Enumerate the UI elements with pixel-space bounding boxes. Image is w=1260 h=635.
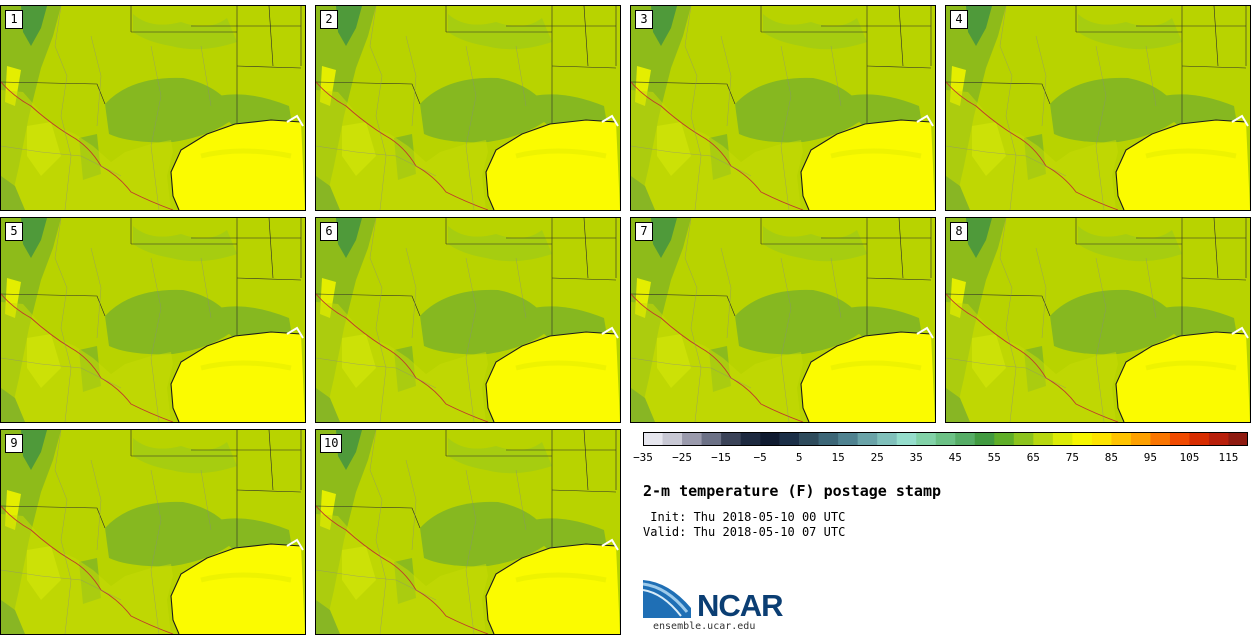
member-stamp-5: 5	[0, 217, 306, 423]
colorbar-tick-label: 115	[1218, 451, 1239, 464]
member-number: 6	[320, 222, 338, 241]
colorbar-tick-label: 105	[1179, 451, 1200, 464]
colorbar-swatch	[643, 432, 663, 446]
colorbar-swatch	[857, 432, 878, 446]
colorbar-swatch	[1052, 432, 1073, 446]
colorbar-swatch	[877, 432, 898, 446]
colorbar-tick-label: 85	[1104, 451, 1118, 464]
colorbar-tick-label: 55	[987, 451, 1001, 464]
temperature-map	[316, 6, 620, 210]
member-number: 5	[5, 222, 23, 241]
ncar-logo-text: NCAR	[697, 588, 784, 623]
colorbar-swatch	[1033, 432, 1054, 446]
colorbar-swatch	[1169, 432, 1190, 446]
colorbar-tick-labels: −35 −25 −15 −5 5 15 25 35 45 55 65 75 85 95 105 115	[630, 451, 1240, 465]
colorbar-tick-label: 95	[1143, 451, 1158, 464]
colorbar-swatch	[682, 432, 702, 446]
temperature-colorbar	[643, 432, 1248, 446]
colorbar-tick-label: 45	[948, 451, 962, 464]
init-time: Init: Thu 2018-05-10 00 UTC	[643, 510, 846, 524]
member-number: 10	[320, 434, 343, 453]
member-stamp-8: 8	[945, 217, 1251, 423]
temperature-map	[946, 218, 1250, 422]
colorbar-swatch	[896, 432, 917, 446]
colorbar-tick-label: −15	[711, 451, 731, 464]
colorbar-swatch	[799, 432, 819, 446]
colorbar-swatch	[721, 432, 741, 446]
member-stamp-2: 2	[315, 5, 621, 211]
colorbar-swatch	[955, 432, 976, 446]
member-stamp-3: 3	[630, 5, 936, 211]
logo-url: ensemble.ucar.edu	[653, 621, 756, 632]
temperature-map	[316, 430, 620, 634]
valid-time: Valid: Thu 2018-05-10 07 UTC	[643, 525, 846, 539]
member-number: 9	[5, 434, 23, 453]
colorbar-swatch	[1189, 432, 1210, 446]
member-stamp-10: 10	[315, 429, 621, 635]
colorbar-swatch	[994, 432, 1015, 446]
member-number: 7	[635, 222, 653, 241]
member-number: 1	[5, 10, 23, 29]
colorbar-tick-label: −5	[753, 451, 767, 464]
colorbar-swatch	[1091, 432, 1112, 446]
colorbar-tick-label: 75	[1065, 451, 1079, 464]
colorbar-swatch	[838, 432, 858, 446]
product-title: 2-m temperature (F) postage stamp	[643, 482, 942, 500]
colorbar-tick-label: 35	[909, 451, 923, 464]
colorbar-swatch	[1150, 432, 1171, 446]
member-number: 4	[950, 10, 968, 29]
colorbar-swatch	[1111, 432, 1132, 446]
colorbar-swatch	[818, 432, 839, 446]
colorbar-swatch	[1228, 432, 1248, 446]
colorbar-swatch	[1208, 432, 1229, 446]
colorbar-tick-label: 15	[831, 451, 845, 464]
member-stamp-6: 6	[315, 217, 621, 423]
colorbar-tick-label: 25	[870, 451, 884, 464]
colorbar-swatch	[740, 432, 761, 446]
colorbar-swatch	[760, 432, 780, 446]
colorbar-swatch	[916, 432, 937, 446]
colorbar-swatch	[779, 432, 800, 446]
member-stamp-4: 4	[945, 5, 1251, 211]
colorbar-swatch	[662, 432, 683, 446]
colorbar-swatch	[1013, 432, 1034, 446]
colorbar-tick-label: −25	[672, 451, 692, 464]
colorbar-outline	[643, 432, 1248, 446]
member-stamp-9: 9	[0, 429, 306, 635]
temperature-map	[1, 6, 305, 210]
member-stamp-7: 7	[630, 217, 936, 423]
member-number: 3	[635, 10, 653, 29]
colorbar-tick-label: −35	[633, 451, 653, 464]
colorbar-swatch	[1072, 432, 1093, 446]
colorbar-swatch	[1130, 432, 1151, 446]
colorbar-swatch	[935, 432, 956, 446]
member-number: 2	[320, 10, 338, 29]
temperature-map	[316, 218, 620, 422]
colorbar-swatch	[974, 432, 995, 446]
member-number: 8	[950, 222, 968, 241]
colorbar-swatch	[701, 432, 722, 446]
temperature-map	[1, 218, 305, 422]
temperature-map	[631, 6, 935, 210]
temperature-map	[1, 430, 305, 634]
temperature-map	[631, 218, 935, 422]
ncar-logo-icon	[643, 580, 691, 618]
colorbar-tick-label: 65	[1026, 451, 1040, 464]
temperature-map	[946, 6, 1250, 210]
member-stamp-1: 1	[0, 5, 306, 211]
colorbar-tick-label: 5	[795, 451, 803, 464]
